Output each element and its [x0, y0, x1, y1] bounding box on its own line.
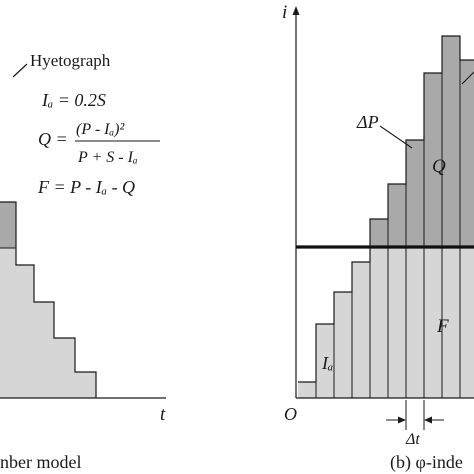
left-dark-region	[0, 202, 16, 248]
ia-label: Iₐ	[321, 353, 333, 373]
delta-t-arrow-left	[398, 416, 406, 424]
left-hyetograph	[0, 201, 97, 398]
right-i-axis-arrow	[292, 6, 300, 15]
left-caption: nber model	[0, 452, 81, 472]
left-outline	[0, 201, 97, 398]
eq-f: F = P - Iₐ - Q	[37, 177, 135, 197]
right-hyetograph	[298, 35, 474, 398]
delta-t-arrow-right	[424, 416, 432, 424]
right-i-axis-label: i	[282, 2, 287, 23]
delta-t-label: Δt	[405, 431, 420, 448]
eq-q-denominator: P + S - Iₐ	[77, 149, 138, 166]
eq-q-lhs: Q =	[38, 129, 68, 149]
hyetograph-pointer	[12, 63, 28, 78]
right-bar-dividers	[315, 36, 461, 398]
origin-label: O	[284, 404, 297, 424]
delta-p-label: ΔP	[356, 112, 379, 132]
q-label: Q	[432, 156, 446, 177]
left-light-region	[0, 248, 96, 398]
delta-t-marker	[386, 400, 444, 430]
right-dark-region	[370, 36, 474, 247]
eq-ia: Iₐ = 0.2S	[41, 90, 106, 110]
hyetograph-label: Hyetograph	[30, 51, 111, 70]
right-top-pointer	[461, 71, 474, 85]
eq-q-numerator: (P - Iₐ)²	[76, 121, 125, 138]
right-light-region	[298, 247, 474, 398]
f-label: F	[436, 316, 449, 337]
delta-p-pointer	[379, 125, 413, 149]
left-t-axis-label: t	[160, 404, 166, 425]
right-caption: (b) φ-inde	[390, 452, 463, 473]
